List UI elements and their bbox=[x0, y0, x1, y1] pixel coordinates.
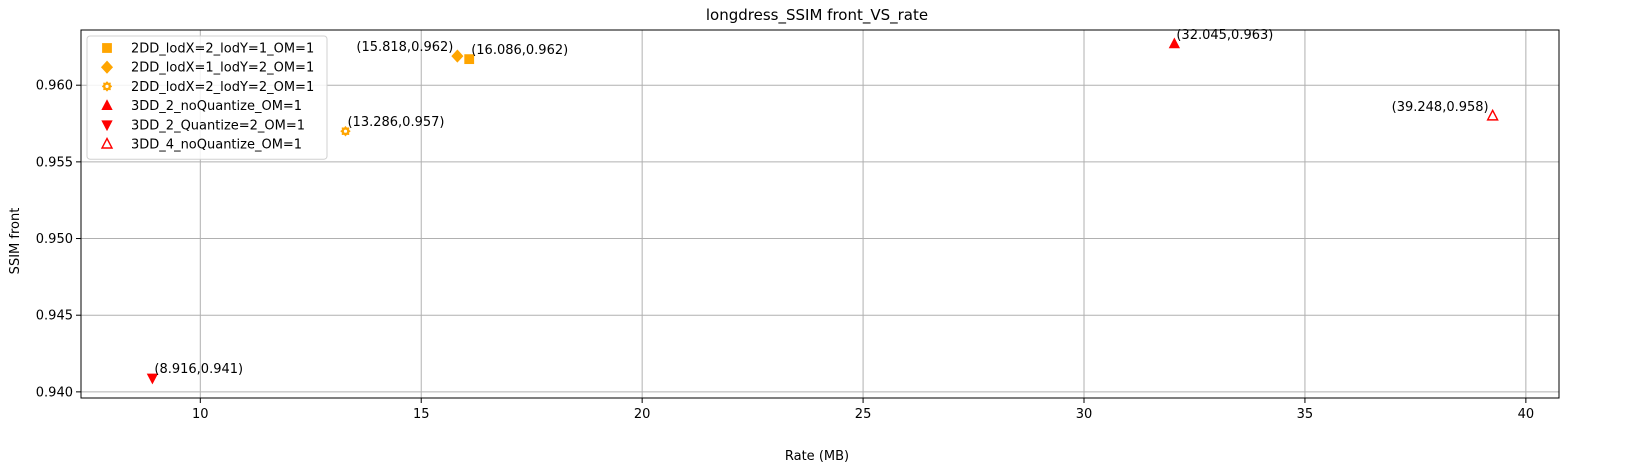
data-point bbox=[146, 373, 159, 385]
x-tick-label: 20 bbox=[634, 407, 651, 422]
legend-item: 3DD_2_Quantize=2_OM=1 bbox=[101, 118, 305, 133]
x-tick-label: 35 bbox=[1297, 407, 1314, 422]
data-point bbox=[1168, 37, 1181, 49]
ticks-layer: 10 15 20 25 30 35 40 0.940 0.945 0.950 0.955 0.960 bbox=[36, 79, 1534, 422]
legend-item: 2DD_lodX=1_lodY=2_OM=1 bbox=[100, 60, 314, 76]
data-label: (32.045,0.963) bbox=[1176, 28, 1273, 43]
legend-marker bbox=[101, 81, 113, 92]
points-layer bbox=[146, 37, 1499, 385]
legend-marker bbox=[102, 43, 112, 53]
legend-label: 3DD_2_noQuantize_OM=1 bbox=[131, 99, 302, 114]
chart-title: longdress_SSIM front_VS_rate bbox=[706, 6, 928, 25]
legend-label: 3DD_4_noQuantize_OM=1 bbox=[131, 138, 302, 153]
legend-label: 2DD_lodX=1_lodY=2_OM=1 bbox=[131, 61, 314, 76]
y-tick-label: 0.960 bbox=[36, 79, 73, 94]
legend-item: 3DD_2_noQuantize_OM=1 bbox=[101, 99, 302, 114]
data-point bbox=[1486, 108, 1499, 121]
legend-marker bbox=[100, 136, 114, 149]
data-label: (13.286,0.957) bbox=[347, 115, 444, 130]
legend-label: 2DD_lodX=2_lodY=1_OM=1 bbox=[131, 42, 314, 57]
x-tick-label: 25 bbox=[855, 407, 872, 422]
y-axis-label: SSIM front bbox=[8, 208, 23, 275]
x-tick-label: 40 bbox=[1518, 407, 1535, 422]
legend-item: 3DD_4_noQuantize_OM=1 bbox=[100, 136, 302, 153]
x-tick-label: 30 bbox=[1076, 407, 1093, 422]
y-tick-label: 0.945 bbox=[36, 309, 73, 324]
plot-frame bbox=[80, 29, 1560, 399]
y-tick-label: 0.950 bbox=[36, 232, 73, 247]
data-point bbox=[340, 125, 351, 137]
x-axis-label: Rate (MB) bbox=[785, 449, 849, 464]
legend-item: 2DD_lodX=2_lodY=1_OM=1 bbox=[102, 42, 314, 57]
data-label: (8.916,0.941) bbox=[154, 362, 243, 377]
x-tick-label: 15 bbox=[413, 407, 430, 422]
legend-label: 3DD_2_Quantize=2_OM=1 bbox=[131, 118, 305, 133]
y-tick-label: 0.940 bbox=[36, 385, 73, 400]
legend-marker bbox=[100, 60, 114, 74]
data-point bbox=[464, 54, 475, 65]
legend: 2DD_lodX=2_lodY=1_OM=1 2DD_lodX=1_lodY=2_… bbox=[86, 35, 328, 160]
legend-label: 2DD_lodX=2_lodY=2_OM=1 bbox=[131, 80, 314, 95]
data-point bbox=[451, 49, 464, 63]
data-labels-layer: (16.086,0.962) (15.818,0.962) (13.286,0.95… bbox=[154, 28, 1488, 377]
y-tick-label: 0.955 bbox=[36, 155, 73, 170]
legend-box bbox=[86, 35, 328, 160]
legend-marker bbox=[101, 99, 113, 110]
data-label: (15.818,0.962) bbox=[356, 40, 453, 55]
data-label: (39.248,0.958) bbox=[1392, 100, 1489, 115]
data-label: (16.086,0.962) bbox=[471, 43, 568, 58]
legend-marker bbox=[101, 120, 113, 132]
legend-item: 2DD_lodX=2_lodY=2_OM=1 bbox=[101, 80, 314, 95]
x-tick-label: 10 bbox=[192, 407, 209, 422]
